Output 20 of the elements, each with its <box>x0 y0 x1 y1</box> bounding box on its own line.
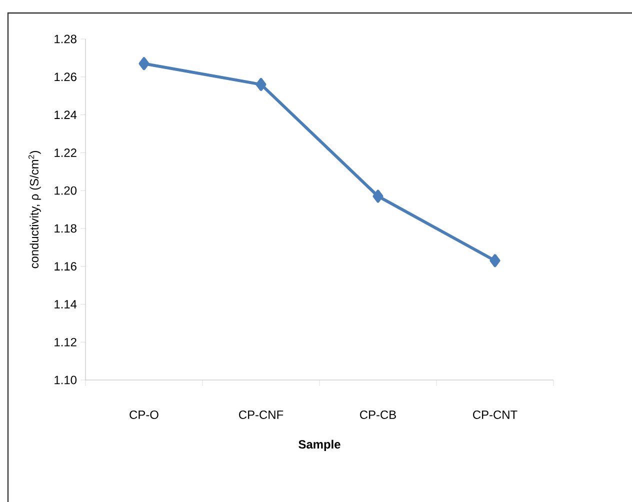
x-tick-label: CP-CB <box>360 410 396 419</box>
y-axis-title: conductivity, ρ (S/cm$^{2}$) <box>28 151 41 268</box>
y-tick-label: 1.14 <box>54 300 77 308</box>
x-tick-label: CP-CNF <box>239 410 284 419</box>
y-tick-label: 1.20 <box>54 186 77 195</box>
point <box>490 254 500 268</box>
y-tick-label: 1.22 <box>54 148 76 157</box>
y-tick-label: 1.26 <box>54 72 76 82</box>
x-axis-title: Sample <box>298 440 340 451</box>
point <box>372 190 384 203</box>
point <box>138 57 150 70</box>
x-tick-label: CP-O <box>130 410 158 419</box>
y-tick-label: 1.16 <box>54 262 76 271</box>
y-tick-label: 1.24 <box>54 110 77 119</box>
point <box>256 78 266 91</box>
x-tick-label: CP-CNT <box>473 410 518 419</box>
y-tick-label: 1.10 <box>54 376 77 384</box>
y-tick-label: 1.12 <box>54 338 76 346</box>
y-tick-label: 1.28 <box>54 34 76 44</box>
y-tick-label: 1.18 <box>54 224 76 233</box>
